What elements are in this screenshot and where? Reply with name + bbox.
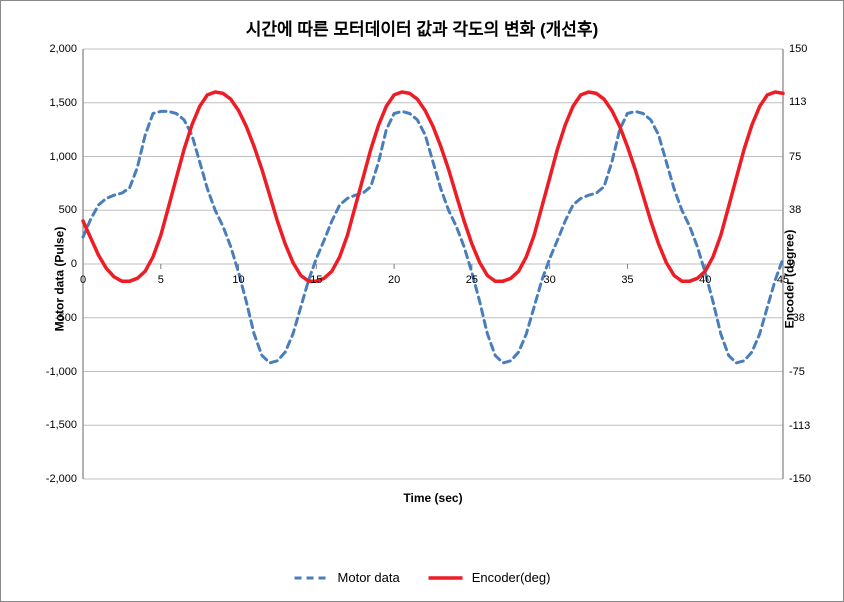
plot-svg bbox=[83, 49, 783, 479]
y2-tick-label: 150 bbox=[783, 43, 807, 55]
legend-swatch bbox=[428, 571, 464, 585]
plot-wrap: Motor data (Pulse) Encoder (degree) Time… bbox=[1, 45, 844, 513]
y1-tick-label: -1,500 bbox=[46, 419, 83, 431]
y1-tick-label: -500 bbox=[55, 312, 83, 324]
x-tick-label: 0 bbox=[80, 268, 86, 286]
y2-tick-label: -150 bbox=[783, 473, 811, 485]
y1-tick-label: 1,000 bbox=[49, 151, 83, 163]
legend: Motor data Encoder(deg) bbox=[294, 570, 551, 585]
legend-item: Encoder(deg) bbox=[428, 570, 551, 585]
chart-container: 시간에 따른 모터데이터 값과 각도의 변화 (개선후) Motor data … bbox=[0, 0, 844, 602]
y1-tick-label: -1,000 bbox=[46, 366, 83, 378]
y1-tick-label: -2,000 bbox=[46, 473, 83, 485]
x-tick-label: 5 bbox=[158, 268, 164, 286]
y2-tick-label: -113 bbox=[783, 420, 810, 432]
x-tick-label: 20 bbox=[388, 268, 400, 286]
legend-swatch bbox=[294, 571, 330, 585]
x-tick-label: 25 bbox=[466, 268, 478, 286]
y2-tick-label: -38 bbox=[783, 312, 805, 324]
x-tick-label: 10 bbox=[232, 268, 244, 286]
plot-area: Time (sec) -2,000-1,500-1,000-50005001,0… bbox=[83, 49, 783, 479]
y1-tick-label: 1,500 bbox=[49, 97, 83, 109]
x-tick-label: 15 bbox=[310, 268, 322, 286]
legend-label: Motor data bbox=[338, 570, 400, 585]
y1-tick-label: 2,000 bbox=[49, 43, 83, 55]
y1-tick-label: 500 bbox=[59, 204, 83, 216]
chart-title: 시간에 따른 모터데이터 값과 각도의 변화 (개선후) bbox=[1, 1, 843, 48]
y2-tick-label: 75 bbox=[783, 151, 801, 163]
x-axis-label: Time (sec) bbox=[403, 491, 462, 505]
y2-tick-label: 38 bbox=[783, 204, 801, 216]
x-tick-label: 35 bbox=[621, 268, 633, 286]
x-tick-label: 45 bbox=[777, 268, 789, 286]
x-tick-label: 30 bbox=[544, 268, 556, 286]
x-tick-label: 40 bbox=[699, 268, 711, 286]
legend-item: Motor data bbox=[294, 570, 400, 585]
y2-tick-label: 113 bbox=[783, 96, 807, 108]
legend-label: Encoder(deg) bbox=[472, 570, 551, 585]
y2-tick-label: -75 bbox=[783, 366, 805, 378]
